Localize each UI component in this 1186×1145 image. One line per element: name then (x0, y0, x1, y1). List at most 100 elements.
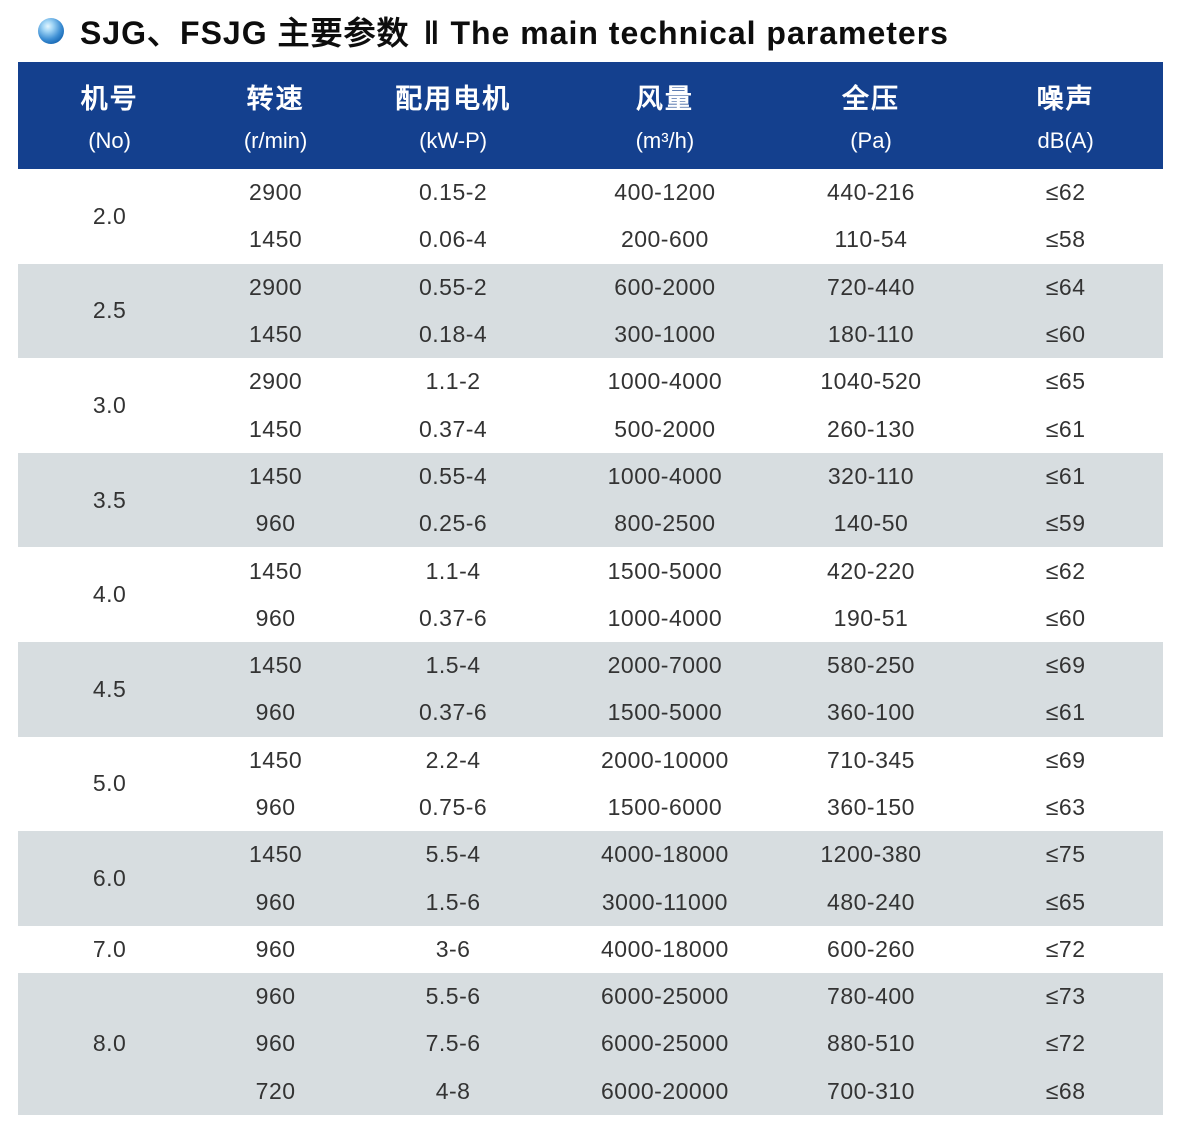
cell-speed: 2900 (201, 263, 351, 311)
table-row: 960 0.37-6 1500-5000 360-100 ≤61 (18, 689, 1163, 737)
cell-speed: 960 (255, 935, 296, 962)
cell-airflow: 400-1200 (614, 179, 716, 206)
cell-motor: 3-6 (435, 935, 471, 962)
table-row: 1450 0.37-4 500-2000 260-130 ≤61 (18, 405, 1163, 452)
cell-motor: 0.25-6 (350, 500, 557, 548)
cell-noise: ≤58 (1045, 226, 1086, 253)
table-row: 2.0 2900 0.15-2 400-1200 440-216 ≤62 (18, 169, 1163, 229)
cell-airflow: 1500-5000 (556, 689, 774, 737)
cell-motor: 0.55-2 (350, 263, 557, 311)
section-title-chinese: SJG、FSJG 主要参数 (80, 15, 410, 51)
cell-no: 2.0 (92, 202, 127, 229)
header-noise-zh: 噪声 (1036, 84, 1095, 114)
cell-speed: 2900 (249, 179, 303, 206)
cell-airflow: 300-1000 (556, 310, 774, 359)
cell-noise: ≤64 (968, 263, 1163, 311)
table-row: 3.5 1450 0.55-4 1000-4000 320-110 ≤61 (18, 452, 1163, 548)
cell-airflow: 1500-5000 (607, 557, 723, 584)
cell-airflow: 200-600 (620, 226, 709, 253)
cell-no: 4.5 (18, 641, 202, 737)
cell-airflow: 1000-4000 (607, 604, 723, 631)
cell-airflow: 6000-20000 (556, 1067, 774, 1115)
cell-motor: 0.37-6 (418, 604, 488, 631)
cell-pressure: 580-250 (773, 641, 969, 690)
table-row: 3.0 2900 1.1-2 1000-4000 1040-520 ≤65 (18, 358, 1163, 418)
section-title: SJG、FSJG 主要参数 ‖ The main technical paramet… (80, 8, 949, 54)
cell-motor: 1.1-4 (425, 557, 481, 584)
cell-no: 4.0 (92, 581, 127, 608)
cell-speed: 720 (201, 1067, 351, 1115)
cell-motor: 0.75-6 (418, 794, 488, 820)
cell-pressure: 180-110 (773, 310, 969, 359)
cell-pressure: 600-260 (827, 935, 915, 962)
header-motor-unit: (kW-P) (419, 128, 488, 153)
table-row: 960 0.25-6 800-2500 140-50 ≤59 (18, 500, 1163, 548)
header-airflow-unit: (m³/h) (635, 128, 695, 153)
cell-speed: 1450 (201, 641, 351, 690)
cell-noise: ≤62 (1045, 557, 1086, 584)
cell-motor: 1.5-4 (350, 641, 557, 690)
cell-speed: 960 (201, 1020, 351, 1068)
table-row: 960 1.5-6 3000-11000 480-240 ≤65 (18, 878, 1163, 926)
cell-no: 5.0 (92, 770, 127, 797)
cell-pressure: 1040-520 (820, 368, 922, 395)
cell-noise: ≤62 (1045, 179, 1086, 206)
table-row: 4.5 1450 1.5-4 2000-7000 580-250 ≤69 (18, 641, 1163, 737)
cell-speed: 1450 (201, 310, 351, 359)
header-motor-zh: 配用电机 (395, 84, 512, 114)
cell-airflow: 6000-25000 (556, 973, 774, 1021)
cell-no: 3.5 (18, 452, 202, 548)
cell-motor: 5.5-6 (350, 973, 557, 1021)
cell-no: 2.5 (18, 263, 202, 359)
cell-airflow: 600-2000 (556, 263, 774, 311)
table-row: 1450 0.06-4 200-600 110-54 ≤58 (18, 216, 1163, 263)
cell-motor: 0.15-2 (418, 179, 488, 206)
cell-noise: ≤61 (968, 452, 1163, 501)
cell-motor: 0.18-4 (350, 310, 557, 359)
cell-pressure: 880-510 (773, 1020, 969, 1068)
table-row: 1450 0.18-4 300-1000 180-110 ≤60 (18, 310, 1163, 359)
cell-pressure: 440-216 (827, 179, 915, 206)
table-row: 960 7.5-6 6000-25000 880-510 ≤72 (18, 1020, 1163, 1068)
header-motor: 配用电机 (kW-P) (350, 62, 557, 169)
cell-motor: 0.37-6 (350, 689, 557, 737)
cell-pressure: 260-130 (827, 415, 915, 442)
table-row: 960 0.75-6 1500-6000 360-150 ≤63 (18, 784, 1163, 831)
section-title-english: The main technical parameters (450, 15, 949, 51)
cell-noise: ≤69 (968, 641, 1163, 690)
cell-airflow: 1000-4000 (556, 452, 774, 501)
section-title-bar: SJG、FSJG 主要参数 ‖ The main technical paramet… (0, 0, 1186, 62)
table-row: 4.0 1450 1.1-4 1500-5000 420-220 ≤62 (18, 547, 1163, 608)
cell-pressure: 720-440 (773, 263, 969, 311)
cell-motor: 1.5-6 (350, 878, 557, 926)
table-row: 8.0 960 5.5-6 6000-25000 780-400 ≤73 (18, 973, 1163, 1115)
cell-airflow: 6000-25000 (556, 1020, 774, 1068)
cell-speed: 960 (201, 689, 351, 737)
cell-airflow: 3000-11000 (556, 878, 774, 926)
cell-noise: ≤59 (968, 500, 1163, 548)
header-airflow-zh: 风量 (635, 84, 694, 114)
cell-motor: 0.06-4 (418, 226, 488, 253)
header-no-zh: 机号 (80, 84, 139, 114)
header-noise-unit: dB(A) (1037, 128, 1094, 153)
cell-noise: ≤61 (1045, 415, 1086, 442)
header-row: 机号 (No) 转速 (r/min) 配用电机 (kW-P) 风量 (m³/h)… (18, 62, 1163, 169)
cell-noise: ≤75 (968, 831, 1163, 879)
cell-noise: ≤72 (1045, 935, 1086, 962)
cell-noise: ≤60 (968, 310, 1163, 359)
cell-noise: ≤73 (968, 973, 1163, 1021)
cell-pressure: 190-51 (833, 604, 909, 631)
cell-pressure: 1200-380 (773, 831, 969, 879)
header-no: 机号 (No) (18, 62, 202, 169)
cell-motor: 5.5-4 (350, 831, 557, 879)
cell-noise: ≤69 (1045, 746, 1086, 773)
cell-pressure: 780-400 (773, 973, 969, 1021)
cell-no: 6.0 (18, 831, 202, 926)
table-header: 机号 (No) 转速 (r/min) 配用电机 (kW-P) 风量 (m³/h)… (18, 62, 1163, 169)
cell-pressure: 420-220 (827, 557, 915, 584)
header-airflow: 风量 (m³/h) (556, 62, 774, 169)
cell-speed: 960 (201, 973, 351, 1021)
header-pressure-unit: (Pa) (850, 128, 892, 153)
cell-pressure: 360-100 (773, 689, 969, 737)
cell-noise: ≤61 (968, 689, 1163, 737)
